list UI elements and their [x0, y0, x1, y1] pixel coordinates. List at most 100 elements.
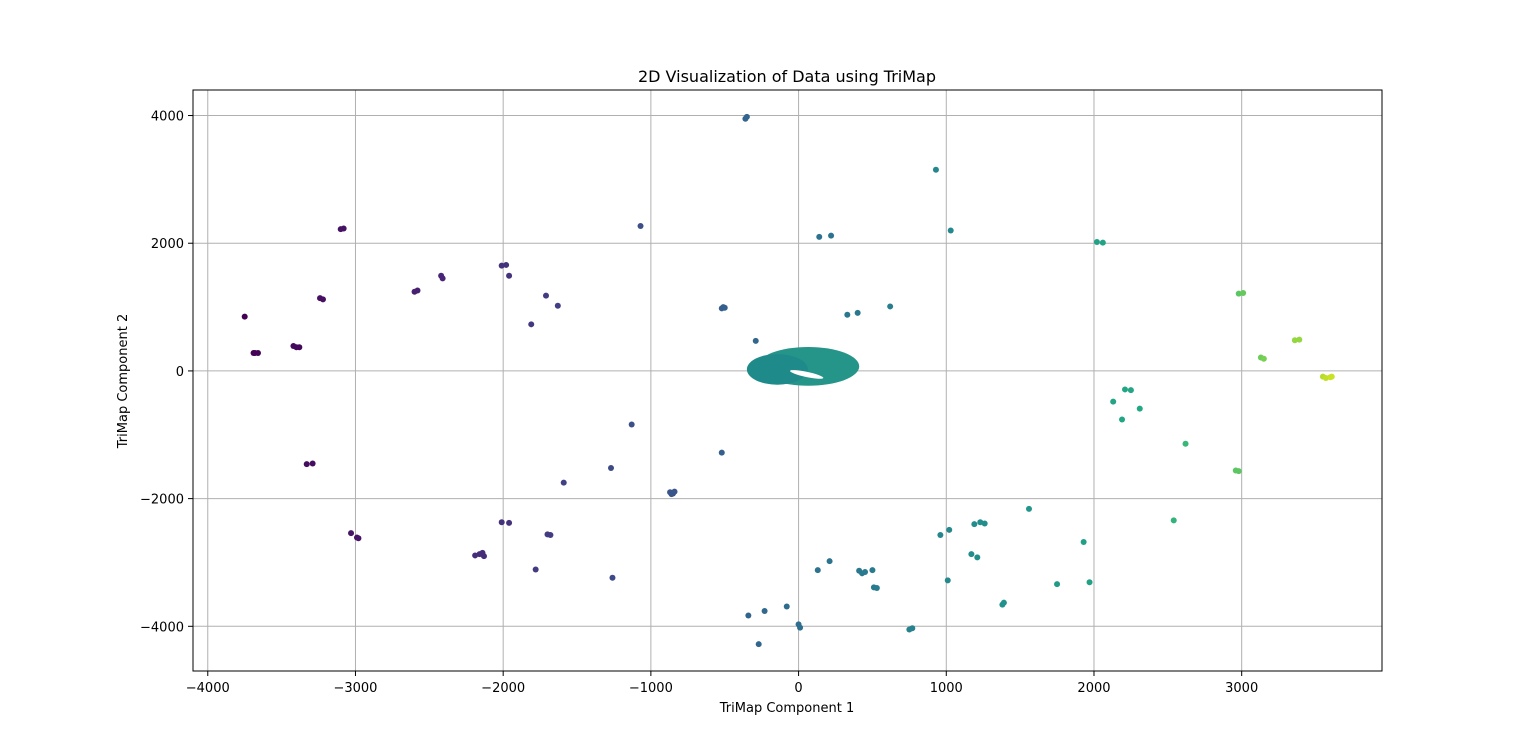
scatter-point	[547, 532, 554, 539]
x-tick-label: 2000	[1077, 681, 1110, 696]
scatter-point	[1110, 398, 1117, 405]
scatter-point	[1054, 581, 1061, 588]
scatter-point	[498, 262, 505, 269]
scatter-point	[1327, 374, 1334, 381]
scatter-point	[869, 567, 876, 574]
y-tick-label: −2000	[140, 493, 184, 508]
scatter-point	[1121, 386, 1128, 393]
scatter-point	[752, 337, 759, 344]
y-tick-label: −4000	[140, 620, 184, 635]
scatter-point	[946, 526, 953, 533]
scatter-point	[745, 612, 752, 619]
scatter-point	[721, 304, 728, 311]
scatter-point	[1260, 355, 1267, 362]
scatter-point	[498, 519, 505, 526]
scatter-point	[1291, 337, 1298, 344]
x-tick-label: 0	[794, 681, 802, 696]
scatter-point	[1025, 505, 1032, 512]
scatter-point	[439, 275, 446, 282]
scatter-point	[947, 227, 954, 234]
x-tick-label: −2000	[481, 681, 525, 696]
scatter-point	[1182, 440, 1189, 447]
scatter-point	[532, 566, 539, 573]
scatter-point	[1093, 238, 1100, 245]
scatter-point	[816, 233, 823, 240]
scatter-point	[797, 624, 804, 631]
scatter-point	[560, 479, 567, 486]
y-tick-label: 4000	[151, 110, 184, 125]
scatter-point	[671, 488, 678, 495]
scatter-point	[932, 166, 939, 173]
scatter-point	[303, 461, 310, 468]
scatter-point	[1235, 290, 1242, 297]
scatter-point	[826, 558, 833, 565]
scatter-point	[937, 532, 944, 539]
x-tick-label: −4000	[186, 681, 230, 696]
scatter-point	[254, 350, 261, 357]
scatter-point	[1119, 416, 1126, 423]
x-tick-label: −3000	[333, 681, 377, 696]
x-tick-label: −1000	[629, 681, 673, 696]
scatter-point	[348, 530, 355, 537]
scatter-point	[909, 625, 916, 632]
scatter-point	[862, 569, 869, 576]
scatter-point	[828, 232, 835, 239]
cluster-left-lobe	[746, 354, 808, 385]
chart-title: 2D Visualization of Data using TriMap	[638, 67, 936, 86]
scatter-point	[743, 113, 750, 120]
scatter-point	[783, 603, 790, 610]
axes-frame	[192, 89, 1383, 672]
scatter-point	[755, 641, 762, 648]
scatter-point	[944, 577, 951, 584]
scatter-point	[543, 292, 550, 299]
scatter-point	[854, 309, 861, 316]
scatter-point	[1127, 387, 1134, 394]
scatter-point	[319, 296, 326, 303]
cluster-hole	[790, 370, 824, 379]
x-axis-label: TriMap Component 1	[719, 701, 854, 716]
x-tick-label: 1000	[930, 681, 963, 696]
scatter-point	[355, 535, 362, 542]
plot-area	[241, 113, 1335, 648]
scatter-point	[628, 421, 635, 428]
scatter-point	[718, 449, 725, 456]
scatter-point	[873, 585, 880, 591]
y-tick-label: 0	[176, 365, 184, 380]
scatter-point	[761, 607, 768, 614]
scatter-point	[968, 551, 975, 558]
scatter-point	[844, 311, 851, 318]
scatter-point	[607, 464, 614, 471]
scatter-point	[414, 287, 421, 294]
y-axis-label: TriMap Component 2	[116, 314, 131, 449]
y-tick-label: 2000	[151, 237, 184, 252]
scatter-point	[241, 313, 248, 320]
scatter-point	[340, 225, 347, 232]
x-tick-label: 3000	[1225, 681, 1258, 696]
scatter-point	[528, 321, 535, 328]
scatter-point	[971, 521, 978, 528]
scatter-point	[1086, 579, 1093, 586]
scatter-point	[1322, 374, 1329, 381]
scatter-point	[1136, 405, 1143, 412]
scatter-point	[480, 553, 487, 560]
scatter-point	[981, 520, 988, 527]
scatter-point	[506, 272, 513, 279]
scatter-point	[1240, 290, 1247, 297]
scatter-point	[503, 261, 510, 268]
scatter-point	[506, 519, 513, 526]
scatter-point	[1099, 239, 1106, 246]
scatter-point	[637, 222, 644, 229]
scatter-point	[1000, 599, 1007, 606]
scatter-point	[974, 554, 981, 561]
central-cluster	[746, 346, 860, 386]
scatter-point	[1296, 336, 1303, 343]
scatter-point	[309, 460, 316, 467]
scatter-point	[554, 302, 561, 309]
scatter-point	[609, 574, 616, 581]
scatter-point	[887, 303, 894, 310]
scatter-point	[1170, 517, 1177, 524]
scatter-point	[296, 344, 303, 351]
scatter-point	[1080, 539, 1087, 546]
scatter-point	[1235, 468, 1242, 475]
